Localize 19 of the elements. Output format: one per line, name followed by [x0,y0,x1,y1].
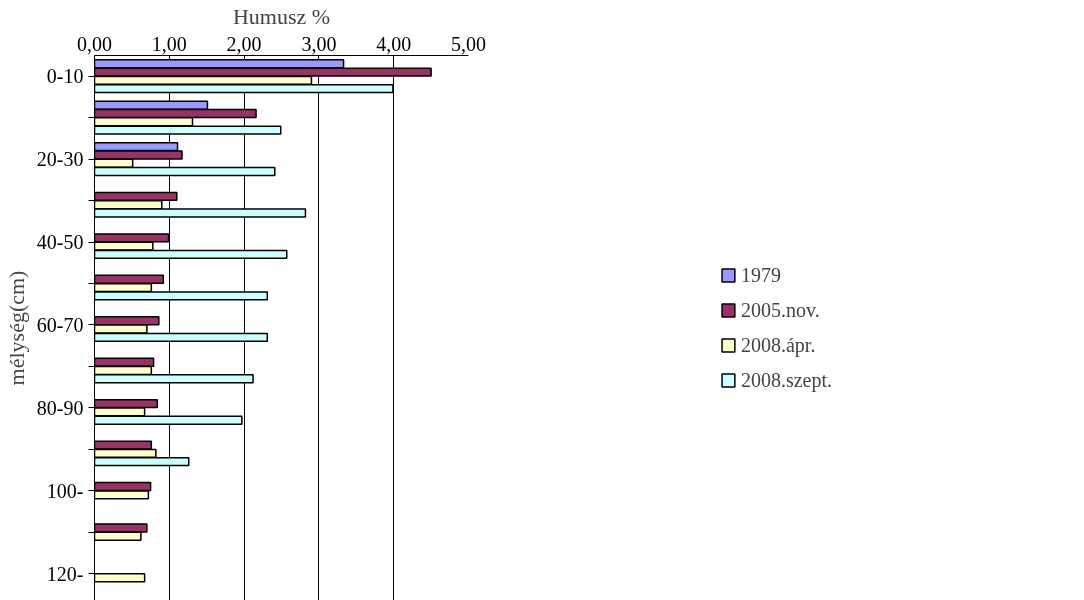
y-tick-label: 120- [46,562,84,585]
y-tick-label: 20-30 [36,148,84,171]
y-tick-label: 100- [46,479,84,502]
x-tick-label: 0,00 [77,32,112,55]
x-tick-label: 3,00 [301,32,337,55]
y-tick-label: 60-70 [36,313,84,336]
x-tick-label: 5,00 [451,32,486,55]
x-tick-label: 2,00 [226,32,262,55]
x-tick-label: 1,00 [151,32,187,55]
y-tick-label: 80-90 [36,396,84,419]
y-tick-label: 40-50 [36,231,84,253]
y-axis-title: mélység(cm) [3,270,29,386]
y-tick-label: 0-10 [46,65,84,88]
x-axis-title: Humusz % [232,3,331,29]
legend-label: 2008.ápr. [740,333,816,357]
legend-label: 2008.szept. [740,368,833,392]
x-tick-label: 4,00 [376,32,412,55]
legend-label: 1979 [740,263,781,287]
legend-label: 2005.nov. [740,298,820,322]
